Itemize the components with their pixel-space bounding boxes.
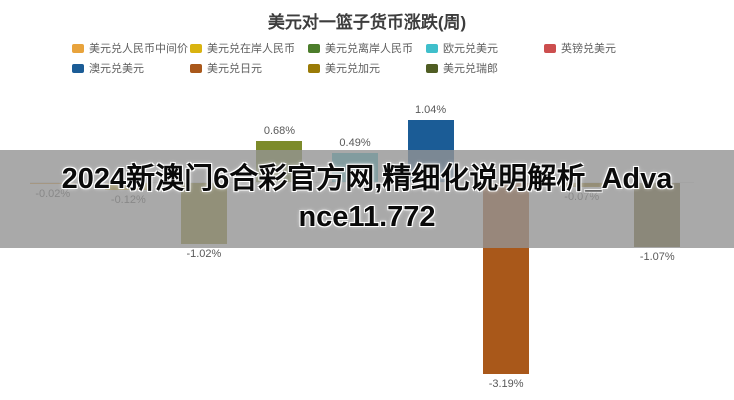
legend-row: 美元兑人民币中间价 美元兑在岸人民币 美元兑离岸人民币 欧元兑美元 英镑兑美元 (72, 38, 662, 58)
legend-item-4[interactable]: 英镑兑美元 (544, 40, 662, 56)
watermark-text: 2024新澳门6合彩官方网,精细化说明解析_Advance11.772 (61, 163, 673, 233)
bar-value-label: -1.02% (186, 248, 222, 260)
legend-label: 美元兑离岸人民币 (325, 43, 413, 55)
legend-item-8[interactable]: 美元兑瑞郎 (426, 60, 544, 76)
legend: 美元兑人民币中间价 美元兑在岸人民币 美元兑离岸人民币 欧元兑美元 英镑兑美元澳元兑美元… (72, 38, 662, 78)
legend-row: 澳元兑美元 美元兑日元 美元兑加元 美元兑瑞郎 (72, 58, 662, 78)
bar-value-label: 1.04% (414, 104, 447, 116)
legend-item-1[interactable]: 美元兑在岸人民币 (190, 40, 308, 56)
bar-value-label: 0.68% (263, 125, 296, 137)
legend-swatch-icon (190, 63, 202, 73)
legend-label: 美元兑人民币中间价 (89, 43, 188, 55)
legend-label: 美元兑加元 (325, 63, 380, 75)
legend-item-3[interactable]: 欧元兑美元 (426, 40, 544, 56)
legend-swatch-icon (426, 43, 438, 53)
legend-label: 美元兑日元 (207, 63, 262, 75)
legend-swatch-icon (190, 43, 202, 53)
legend-label: 英镑兑美元 (561, 43, 616, 55)
legend-item-5[interactable]: 澳元兑美元 (72, 60, 190, 76)
legend-item-2[interactable]: 美元兑离岸人民币 (308, 40, 426, 56)
watermark-banner: 2024新澳门6合彩官方网,精细化说明解析_Advance11.772 (0, 150, 734, 248)
legend-swatch-icon (426, 63, 438, 73)
chart-title: 美元对一篮子货币涨跌(周) (267, 13, 467, 32)
legend-swatch-icon (544, 43, 556, 53)
bar-value-label: -1.07% (639, 251, 675, 263)
legend-swatch-icon (72, 43, 84, 53)
bar-value-label: 0.49% (339, 137, 371, 149)
bar-value-label: -3.19% (488, 378, 524, 390)
legend-swatch-icon (72, 63, 84, 73)
legend-swatch-icon (308, 63, 320, 73)
legend-label: 美元兑瑞郎 (443, 63, 498, 75)
legend-label: 美元兑在岸人民币 (207, 43, 295, 55)
legend-item-0[interactable]: 美元兑人民币中间价 (72, 40, 190, 56)
legend-label: 澳元兑美元 (89, 63, 144, 75)
legend-item-6[interactable]: 美元兑日元 (190, 60, 308, 76)
legend-label: 欧元兑美元 (443, 43, 498, 55)
legend-item-7[interactable]: 美元兑加元 (308, 60, 426, 76)
legend-swatch-icon (308, 43, 320, 53)
